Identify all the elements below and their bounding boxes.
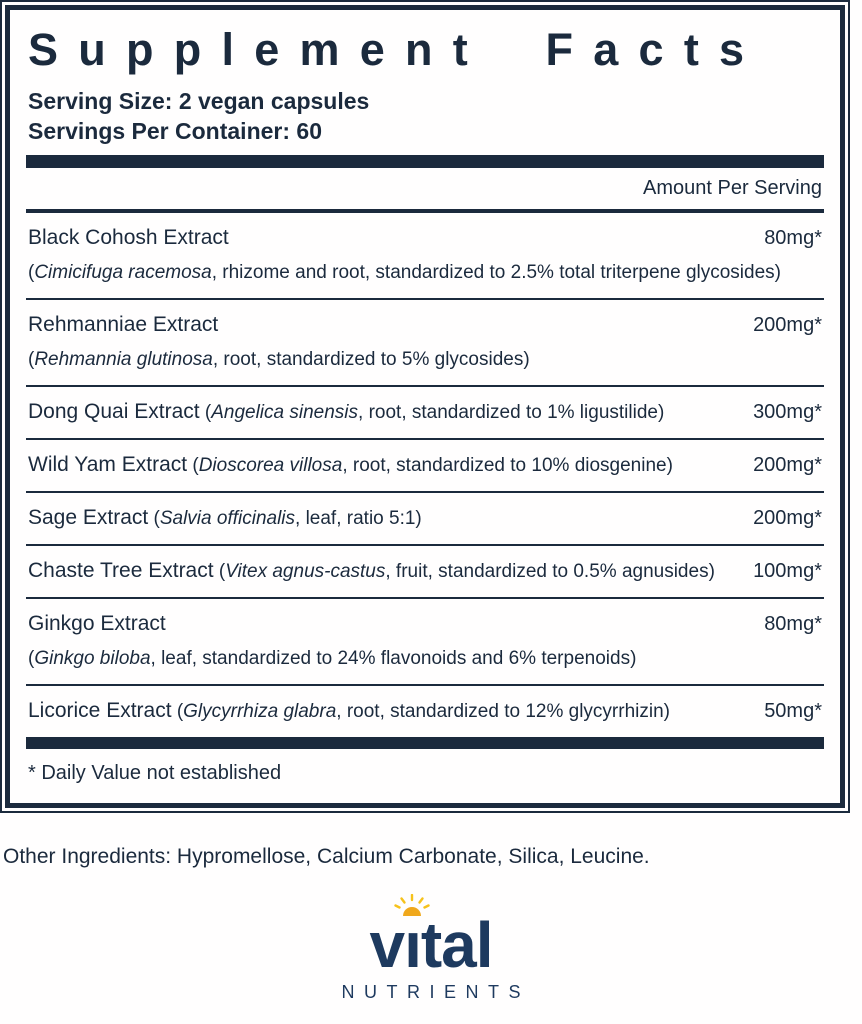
ingredient-name: Black Cohosh Extract — [28, 226, 229, 250]
ingredient-name: Chaste Tree Extract — [28, 559, 214, 583]
brand-letter-i: ı — [394, 894, 431, 977]
brand-logo: v ıtal NUTRIENTS — [0, 894, 862, 1003]
ingredient-amount: 100mg* — [753, 560, 822, 583]
ingredient-row: Ginkgo Extract 80mg* (Ginkgo biloba, leaf,… — [26, 599, 824, 687]
amount-per-serving-header: Amount Per Serving — [26, 168, 824, 214]
ingredient-name: Sage Extract — [28, 506, 149, 530]
serving-size: Serving Size: 2 vegan capsules — [28, 87, 370, 114]
ingredient-amount: 300mg* — [753, 401, 822, 424]
ingredient-botanical-detail: (Ginkgo biloba, leaf, standardized to 24… — [28, 648, 637, 670]
ingredient-name: Wild Yam Extract — [28, 453, 188, 477]
ingredient-name: Licorice Extract — [28, 699, 172, 723]
footer-divider-bar — [26, 737, 824, 750]
ingredient-amount: 50mg* — [764, 700, 822, 723]
supplement-facts-inner-box: Supplement Facts Serving Size: 2 vegan c… — [5, 5, 845, 809]
brand-wordmark: v ıtal — [369, 894, 494, 977]
ingredient-row: Sage Extract (Salvia officinalis, leaf, … — [26, 493, 824, 547]
ingredient-row: Wild Yam Extract (Dioscorea villosa, roo… — [26, 440, 824, 494]
brand-letter-i-glyph: ı — [404, 909, 422, 982]
ingredient-rows: Black Cohosh Extract 80mg* (Cimicifuga rac… — [26, 213, 824, 737]
ingredient-botanical-detail: (Glycyrrhiza glabra, root, standardized … — [171, 701, 670, 723]
brand-letter-pre: v — [369, 909, 405, 982]
ingredient-row: Chaste Tree Extract (Vitex agnus-castus,… — [26, 546, 824, 600]
ingredient-amount: 200mg* — [753, 507, 822, 530]
ingredient-amount: 200mg* — [753, 454, 822, 477]
ingredient-botanical-detail: (Vitex agnus-castus, fruit, standardized… — [213, 561, 715, 583]
daily-value-footnote: * Daily Value not established — [28, 762, 282, 785]
ingredient-amount: 200mg* — [753, 314, 822, 337]
supplement-facts-panel: Supplement Facts Serving Size: 2 vegan c… — [0, 0, 850, 814]
ingredient-name: Rehmanniae Extract — [28, 313, 219, 337]
ingredient-amount: 80mg* — [764, 227, 822, 250]
ingredient-botanical-detail: (Salvia officinalis, leaf, ratio 5:1) — [148, 508, 422, 530]
other-ingredients: Other Ingredients: Hypromellose, Calcium… — [3, 845, 650, 869]
servings-per-container: Servings Per Container: 60 — [28, 118, 322, 145]
ingredient-row: Rehmanniae Extract 200mg* (Rehmannia gluti… — [26, 300, 824, 388]
header-divider-bar — [26, 155, 824, 169]
ingredient-name: Dong Quai Extract — [28, 400, 200, 424]
sun-icon — [394, 894, 431, 917]
ingredient-row: Dong Quai Extract (Angelica sinensis, ro… — [26, 387, 824, 441]
ingredient-name: Ginkgo Extract — [28, 612, 166, 636]
ingredient-botanical-detail: (Dioscorea villosa, root, standardized t… — [187, 455, 673, 477]
ingredient-botanical-detail: (Rehmannia glutinosa, root, standardized… — [28, 349, 530, 371]
ingredient-botanical-detail: (Angelica sinensis, root, standardized t… — [199, 402, 665, 424]
brand-tagline: NUTRIENTS — [341, 982, 530, 1003]
ingredient-amount: 80mg* — [764, 613, 822, 636]
panel-title: Supplement Facts — [28, 24, 765, 75]
ingredient-row: Black Cohosh Extract 80mg* (Cimicifuga rac… — [26, 213, 824, 301]
ingredient-row: Licorice Extract (Glycyrrhiza glabra, ro… — [26, 686, 824, 737]
ingredient-botanical-detail: (Cimicifuga racemosa, rhizome and root, … — [28, 262, 781, 284]
brand-letter-post: tal — [420, 909, 494, 982]
